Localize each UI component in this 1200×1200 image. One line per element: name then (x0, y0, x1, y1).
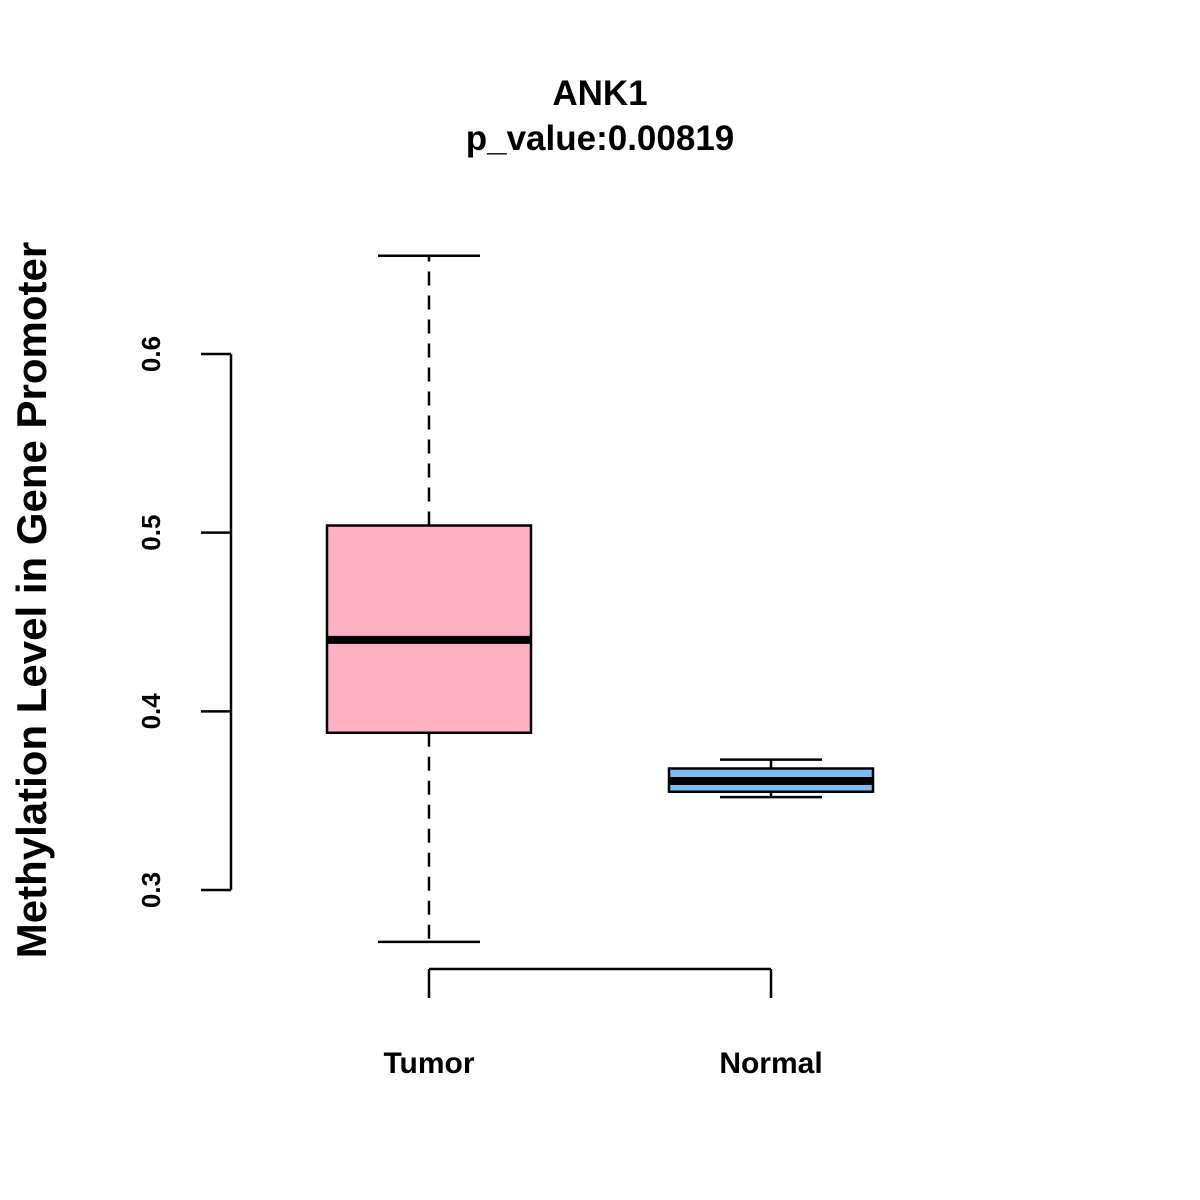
box-tumor (325, 254, 533, 944)
y-axis-label: Methylation Level in Gene Promoter (8, 242, 55, 958)
box-normal (667, 758, 875, 799)
y-tick-label: 0.6 (136, 336, 166, 372)
y-tick-label: 0.4 (136, 693, 166, 730)
y-tick-label: 0.3 (136, 872, 166, 908)
chart-title: ANK1 (552, 74, 647, 113)
x-tick-label: Tumor (383, 1047, 474, 1080)
boxes-group (325, 254, 875, 944)
iqr-box (325, 524, 533, 735)
chart-subtitle: p_value:0.00819 (466, 119, 735, 158)
x-axis: Tumor Normal (383, 967, 823, 1080)
x-tick-label: Normal (719, 1047, 822, 1080)
y-axis: 0.3 0.4 0.5 0.6 (136, 336, 233, 908)
y-tick-label: 0.5 (136, 515, 166, 551)
